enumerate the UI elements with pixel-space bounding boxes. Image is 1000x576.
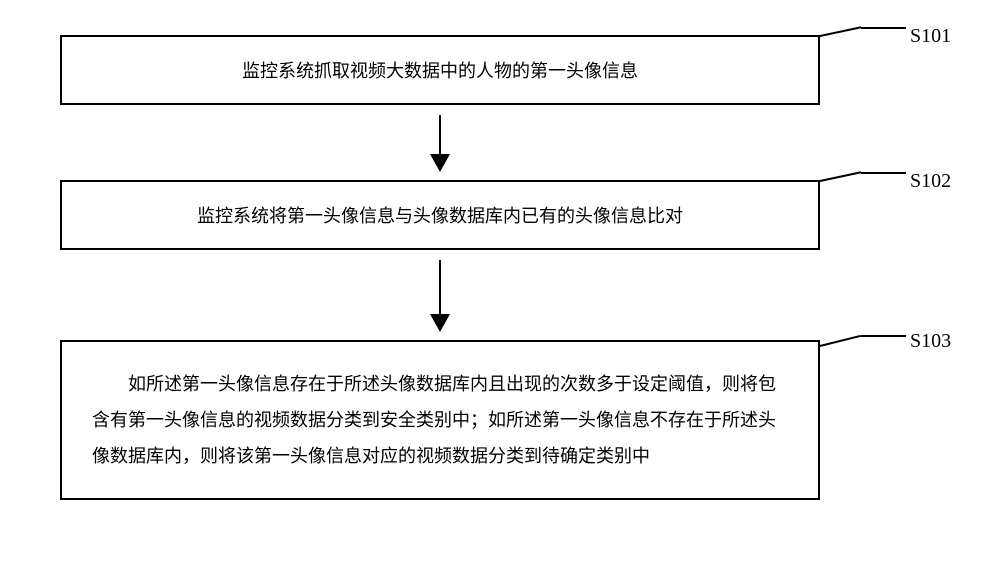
node-text: 监控系统将第一头像信息与头像数据库内已有的头像信息比对 [197,202,683,228]
arrow-1 [60,105,820,180]
node-label-s103: S103 [910,330,951,353]
node-text: 如所述第一头像信息存在于所述头像数据库内且出现的次数多于设定阈值，则将包含有第一… [92,366,788,474]
arrow-head-icon [430,314,450,332]
arrow-line [439,115,441,170]
node-label-s102: S102 [910,170,951,193]
leader-line [861,335,906,337]
arrow-line [439,260,441,330]
flowchart-container: 监控系统抓取视频大数据中的人物的第一头像信息 监控系统将第一头像信息与头像数据库… [60,35,820,500]
flow-node-s103: 如所述第一头像信息存在于所述头像数据库内且出现的次数多于设定阈值，则将包含有第一… [60,340,820,500]
leader-line [820,26,861,37]
leader-line [861,27,906,29]
node-text: 监控系统抓取视频大数据中的人物的第一头像信息 [242,57,638,83]
leader-line [820,171,861,182]
arrow-2 [60,250,820,340]
flow-node-s102: 监控系统将第一头像信息与头像数据库内已有的头像信息比对 [60,180,820,250]
flow-node-s101: 监控系统抓取视频大数据中的人物的第一头像信息 [60,35,820,105]
arrow-head-icon [430,154,450,172]
leader-line [820,335,861,347]
node-label-s101: S101 [910,25,951,48]
leader-line [861,172,906,174]
